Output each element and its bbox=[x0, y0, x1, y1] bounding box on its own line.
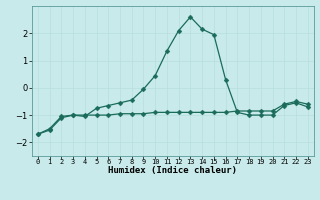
X-axis label: Humidex (Indice chaleur): Humidex (Indice chaleur) bbox=[108, 166, 237, 175]
